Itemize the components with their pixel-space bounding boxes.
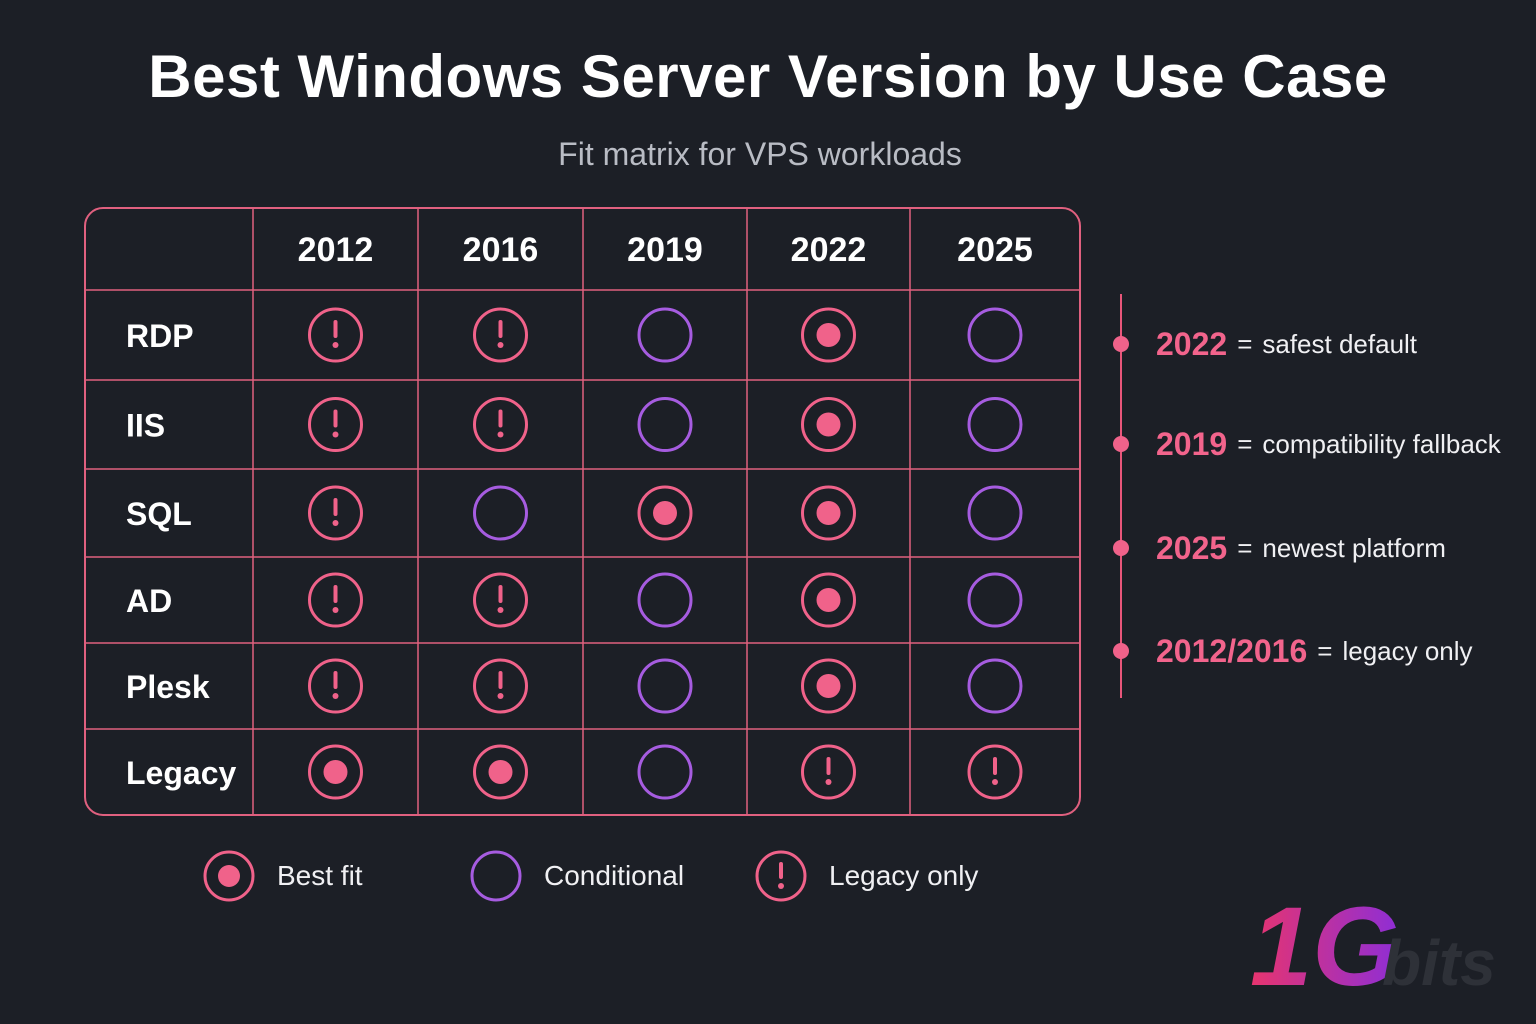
logo-mark: 1G [1250, 885, 1399, 1005]
empty-ring-icon [967, 572, 1023, 628]
page-subtitle: Fit matrix for VPS workloads [558, 136, 962, 172]
fit-matrix-table: 2012 2016 2019 2022 2025 RDP IIS SQL AD Plesk Lega… [84, 207, 1081, 816]
legend-legacy: Legacy only [755, 850, 978, 902]
exclamation-ring-icon [473, 658, 528, 714]
legend-conditional-label: Conditional [544, 860, 685, 891]
row-label-iis: IIS [126, 408, 165, 444]
filled-dot-ring-icon [308, 744, 363, 800]
empty-ring-icon [637, 658, 693, 714]
legend-legacy-label: Legacy only [829, 860, 979, 891]
note-item: 2019 = compatibility fallback [1110, 424, 1501, 464]
note-item: 2022 = safest default [1110, 324, 1417, 364]
note-bullet-icon [1113, 336, 1129, 352]
empty-ring-icon [967, 658, 1023, 714]
column-header-2012: 2012 [298, 231, 374, 269]
exclamation-ring-icon [308, 485, 363, 541]
empty-ring-icon [637, 397, 693, 452]
row-label-rdp: RDP [126, 318, 194, 354]
note-bullet-icon [1113, 436, 1129, 452]
note-equals: = [1237, 428, 1253, 459]
exclamation-ring-icon [801, 744, 856, 800]
row-label-legacy: Legacy [126, 755, 236, 791]
empty-ring-icon [473, 485, 528, 541]
empty-ring-icon [967, 307, 1023, 363]
row-label-plesk: Plesk [126, 669, 210, 705]
legend-conditional: Conditional [470, 850, 684, 902]
exclamation-ring-icon [473, 572, 528, 628]
filled-dot-ring-icon [473, 744, 528, 800]
note-description: newest platform [1262, 532, 1446, 563]
empty-ring-icon [470, 850, 522, 902]
filled-dot-ring-icon [801, 485, 856, 541]
note-bullet-icon [1113, 540, 1129, 556]
note-year: 2019 [1156, 425, 1228, 462]
filled-dot-ring-icon [801, 307, 856, 363]
note-equals: = [1317, 635, 1333, 666]
empty-ring-icon [637, 744, 693, 800]
filled-dot-ring-icon [801, 397, 856, 452]
empty-ring-icon [637, 572, 693, 628]
note-bullet-icon [1113, 643, 1129, 659]
note-equals: = [1237, 532, 1253, 563]
note-year: 2022 [1156, 325, 1228, 362]
note-item: 2012/2016 = legacy only [1110, 631, 1473, 671]
note-description: legacy only [1342, 635, 1473, 666]
filled-dot-ring-icon [801, 658, 856, 714]
exclamation-ring-icon [308, 658, 363, 714]
exclamation-ring-icon [473, 397, 528, 452]
note-year: 2012/2016 [1156, 632, 1308, 669]
exclamation-ring-icon [308, 397, 363, 452]
exclamation-ring-icon [755, 850, 807, 902]
column-header-2025: 2025 [957, 231, 1033, 269]
exclamation-ring-icon [308, 572, 363, 628]
filled-dot-ring-icon [637, 485, 693, 541]
note-description: safest default [1262, 328, 1418, 359]
row-label-sql: SQL [126, 496, 192, 532]
exclamation-ring-icon [308, 307, 363, 363]
logo-text: bits [1382, 927, 1496, 999]
empty-ring-icon [967, 397, 1023, 452]
column-header-2022: 2022 [791, 231, 867, 269]
note-equals: = [1237, 328, 1253, 359]
filled-dot-ring-icon [203, 850, 255, 902]
column-header-2016: 2016 [463, 231, 539, 269]
empty-ring-icon [637, 307, 693, 363]
note-year: 2025 [1156, 529, 1228, 566]
row-label-ad: AD [126, 583, 172, 619]
note-description: compatibility fallback [1262, 428, 1501, 459]
exclamation-ring-icon [473, 307, 528, 363]
note-item: 2025 = newest platform [1110, 528, 1446, 568]
empty-ring-icon [967, 485, 1023, 541]
page-title: Best Windows Server Version by Use Case [148, 43, 1388, 110]
filled-dot-ring-icon [801, 572, 856, 628]
legend-best: Best fit [203, 850, 363, 902]
column-header-2019: 2019 [627, 231, 703, 269]
version-notes: 2022 = safest default 2019 = compatibili… [1110, 294, 1530, 698]
notes-rail [1120, 294, 1122, 698]
exclamation-ring-icon [967, 744, 1023, 800]
1gbits-logo: 1G bits [1250, 885, 1496, 1005]
legend-best-label: Best fit [277, 860, 363, 891]
